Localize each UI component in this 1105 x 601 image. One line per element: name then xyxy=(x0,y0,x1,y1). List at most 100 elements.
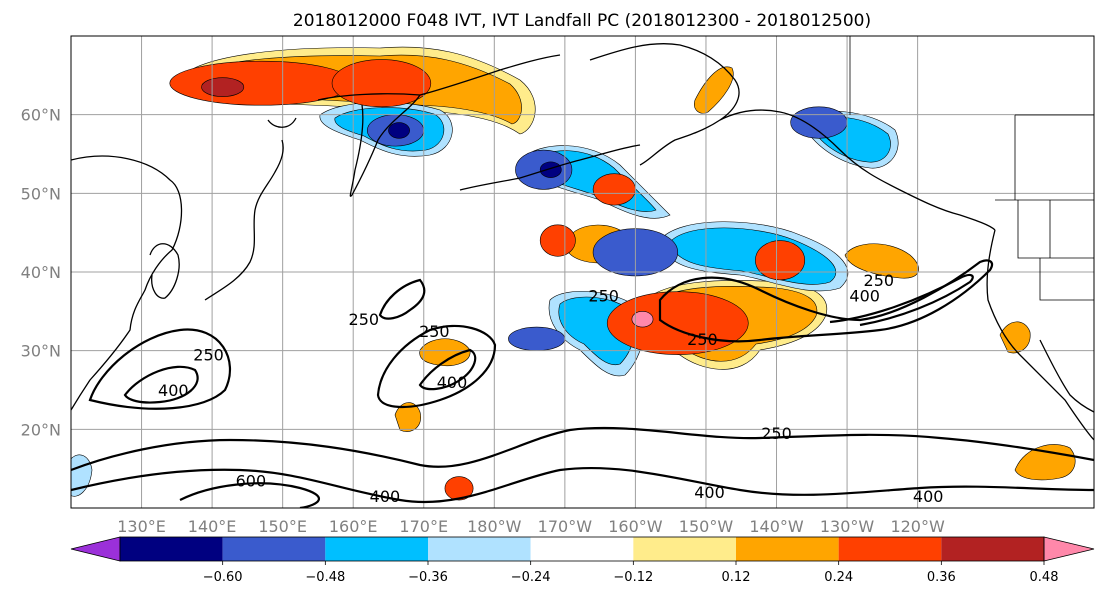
contour-label: 600 xyxy=(236,471,267,490)
colorbar-tick-label: −0.60 xyxy=(203,570,243,585)
contour-label: 400 xyxy=(370,487,401,506)
lon-tick-label: 150°E xyxy=(258,517,307,536)
figure-title: 2018012000 F048 IVT, IVT Landfall PC (20… xyxy=(293,11,871,31)
lon-tick-label: 160°W xyxy=(608,517,663,536)
colorbar-tick-label: −0.12 xyxy=(613,570,653,585)
colorbar-tick-label: 0.24 xyxy=(824,570,853,585)
colorbar-segment xyxy=(736,537,839,561)
lon-tick-label: 180°W xyxy=(467,517,522,536)
boundary-canada-provinces xyxy=(1014,114,1094,200)
ivt-contour-250-central xyxy=(376,325,497,409)
anomaly-core-positive xyxy=(201,77,245,97)
colorbar-segment xyxy=(941,537,1044,561)
contour-label: 250 xyxy=(864,271,895,290)
anomaly-region-positive xyxy=(999,321,1031,354)
ivt-contour-250-east xyxy=(658,259,994,343)
coastline-alaska xyxy=(589,43,996,231)
contour-label: 250 xyxy=(349,310,380,329)
ivt-contour-250-north xyxy=(378,278,426,320)
contour-label: 250 xyxy=(588,287,619,306)
colorbar-tick-label: 0.48 xyxy=(1030,570,1059,585)
coastline-siberia xyxy=(317,54,561,101)
contour-label: 400 xyxy=(694,483,725,502)
anomaly-core-negative xyxy=(539,161,562,178)
anomaly-core-negative xyxy=(508,326,566,351)
ivt-contour-400-west xyxy=(123,365,199,404)
contour-label: 250 xyxy=(419,322,450,341)
colorbar-tick-label: 0.12 xyxy=(722,570,751,585)
ivt-contour-400-south xyxy=(71,466,1094,504)
coastline-asia xyxy=(71,155,183,411)
lon-tick-label: 140°W xyxy=(749,517,804,536)
colorbar-segment xyxy=(120,537,223,561)
coastline-north-america xyxy=(986,229,1094,441)
ivt-contour-250-west xyxy=(88,328,231,410)
ivt-contour-250-south xyxy=(71,426,1094,472)
graticule xyxy=(71,36,1094,508)
lon-tick-label: 140°E xyxy=(188,517,237,536)
colorbar-segment xyxy=(222,537,326,561)
coastline-baja xyxy=(1039,339,1094,413)
lat-tick-label: 40°N xyxy=(21,263,61,282)
coastline-korea xyxy=(149,243,180,299)
colorbar-segment xyxy=(838,537,942,561)
ivt-contour-600-south xyxy=(179,482,321,508)
colorbar-segment xyxy=(633,537,736,561)
contour-label: 400 xyxy=(158,381,189,400)
anomaly-core-regions xyxy=(169,59,848,501)
lon-tick-label: 170°E xyxy=(399,517,448,536)
lat-tick-label: 50°N xyxy=(21,184,61,203)
coastline-aleutians xyxy=(459,144,641,191)
lon-tick-label: 120°W xyxy=(890,517,945,536)
coastline-japan xyxy=(204,117,297,301)
colorbar-extend-max xyxy=(1043,536,1095,562)
contour-label: 400 xyxy=(913,487,944,506)
anomaly-region-positive xyxy=(694,66,734,114)
longitude-labels: 130°E 140°E 150°E 160°E 170°E 180°W 170°W 160°W… xyxy=(117,517,945,536)
political-boundaries xyxy=(849,36,1094,301)
anomaly-core-positive xyxy=(755,240,806,281)
map-frame xyxy=(70,35,1095,509)
lon-tick-label: 130°W xyxy=(820,517,875,536)
anomaly-region-positive xyxy=(394,402,421,432)
anomaly-core-negative xyxy=(388,122,410,139)
anomaly-core-positive xyxy=(631,311,654,328)
ivt-contours xyxy=(71,259,1094,508)
lat-tick-label: 60°N xyxy=(21,106,61,125)
contour-label: 400 xyxy=(849,287,880,306)
boundary-us-states xyxy=(1017,200,1094,301)
colorbar-frame xyxy=(119,536,1045,562)
ivt-contour-400-central xyxy=(418,348,477,391)
latitude-labels: 20°N 30°N 40°N 50°N 60°N xyxy=(21,106,61,440)
colorbar-segment xyxy=(530,537,634,561)
colorbar-tick-label: −0.36 xyxy=(408,570,448,585)
ivt-contour-400-east xyxy=(829,273,974,327)
lon-tick-label: 160°E xyxy=(329,517,378,536)
anomaly-core-positive xyxy=(444,476,474,501)
coastlines xyxy=(71,43,1094,441)
contour-label: 400 xyxy=(437,373,468,392)
lat-tick-label: 30°N xyxy=(21,342,61,361)
anomaly-core-positive xyxy=(592,173,636,206)
lon-tick-label: 150°W xyxy=(679,517,734,536)
coastline-kamchatka xyxy=(349,94,421,197)
colorbar: −0.60 −0.48 −0.36 −0.24 −0.12 0.12 0.24 0.36 0.4… xyxy=(70,536,1095,585)
colorbar-tick-label: 0.36 xyxy=(927,570,956,585)
lat-tick-label: 20°N xyxy=(21,420,61,439)
anomaly-core-positive xyxy=(606,291,749,355)
colorbar-tick-label: −0.48 xyxy=(305,570,345,585)
contour-label: 250 xyxy=(761,424,792,443)
colorbar-segment xyxy=(325,537,428,561)
colorbar-extend-min xyxy=(70,536,121,562)
colorbar-tick-label: −0.24 xyxy=(511,570,551,585)
lon-tick-label: 130°E xyxy=(117,517,166,536)
contour-label: 250 xyxy=(193,346,224,365)
anomaly-core-negative xyxy=(790,106,848,139)
anomaly-core-positive xyxy=(539,224,576,257)
lon-tick-label: 170°W xyxy=(538,517,593,536)
colorbar-segment xyxy=(428,537,531,561)
contour-label: 250 xyxy=(687,330,718,349)
